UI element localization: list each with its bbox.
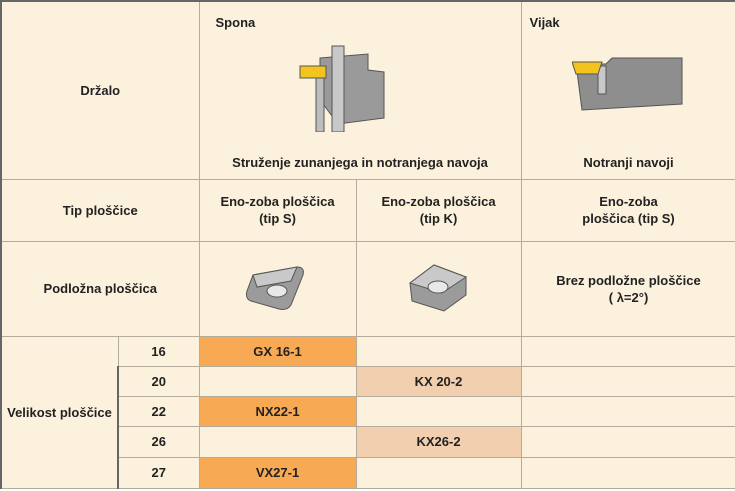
empty-cell xyxy=(520,335,735,367)
shim-icon xyxy=(245,265,304,310)
shim-note-line: Brez podložne ploščice xyxy=(556,272,701,288)
empty-cell xyxy=(198,365,357,397)
empty-cell xyxy=(355,456,522,489)
clamp-title: Spona xyxy=(215,15,256,30)
shim-cell xyxy=(355,240,522,337)
insert-code: GX 16-1 xyxy=(198,335,357,367)
empty-cell xyxy=(520,456,735,489)
clamp-holder-icon xyxy=(299,45,385,132)
insert-code: VX27-1 xyxy=(198,456,357,489)
screw-title: Vijak xyxy=(529,15,560,30)
insert-code: NX22-1 xyxy=(198,395,357,427)
empty-cell xyxy=(355,395,522,427)
size: 26 xyxy=(116,425,200,458)
screw-header: Vijak Notranji navoji xyxy=(520,0,735,180)
insert-code: KX 20-2 xyxy=(355,365,522,397)
insert-type: Eno-zoba ploščica (tip S) xyxy=(520,178,735,242)
size: 20 xyxy=(116,365,200,397)
shim-label: Podložna ploščica xyxy=(0,240,200,337)
shim-icon xyxy=(408,263,467,312)
size: 16 xyxy=(117,335,200,367)
holder-label: Držalo xyxy=(0,0,200,180)
screw-holder-icon xyxy=(571,57,683,111)
insert-type-label: Tip ploščice xyxy=(0,178,200,242)
size: 22 xyxy=(116,395,200,427)
size: 27 xyxy=(116,456,200,489)
insert-type: Eno-zoba ploščica (tip K) xyxy=(355,178,522,242)
empty-cell xyxy=(198,425,357,458)
insert-code: KX26-2 xyxy=(355,425,522,458)
shim-note: Brez podložne ploščice ( λ=2°) xyxy=(520,240,735,337)
empty-cell xyxy=(520,395,735,427)
empty-cell xyxy=(520,425,735,458)
screw-caption: Notranji navoji xyxy=(583,154,674,170)
empty-cell xyxy=(520,365,735,397)
shim-note-line: ( λ=2°) xyxy=(608,289,649,305)
size-label: Velikost ploščice xyxy=(0,335,119,489)
empty-cell xyxy=(355,335,522,367)
clamp-header: Spona Struženje zunanjega in notranjega … xyxy=(198,0,522,180)
shim-cell xyxy=(198,240,357,337)
insert-type: Eno-zoba ploščica (tip S) xyxy=(198,178,357,242)
clamp-caption: Struženje zunanjega in notranjega navoja xyxy=(232,154,488,170)
